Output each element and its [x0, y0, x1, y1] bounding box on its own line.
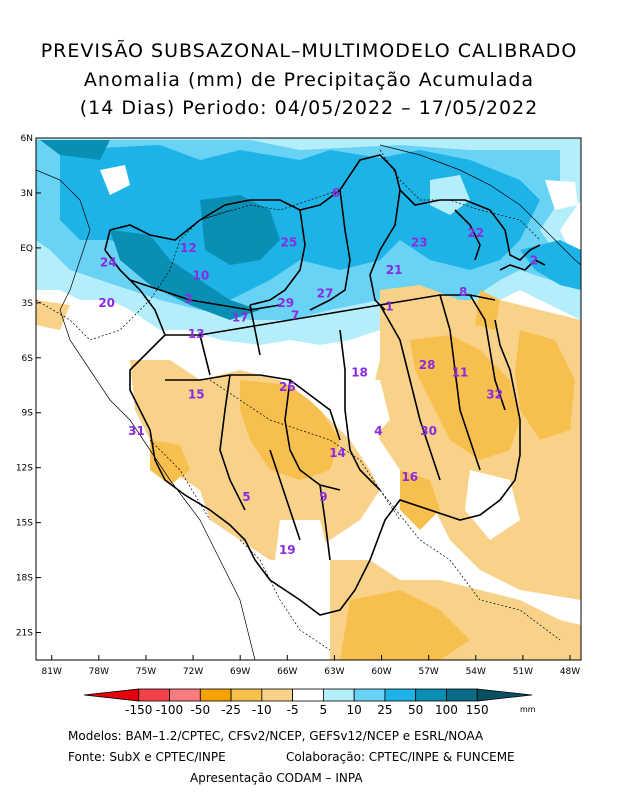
colorbar-tick-label: -10: [252, 703, 272, 717]
basin-label: 12: [180, 241, 197, 255]
basin-label: 29: [277, 296, 294, 310]
basin-label: 18: [351, 365, 368, 379]
colorbar-swatch: [83, 688, 140, 702]
colorbar-swatch: [292, 688, 324, 702]
basin-label: 17: [232, 310, 249, 324]
basin-label: 9: [319, 490, 327, 504]
basin-label: 26: [279, 380, 296, 394]
longitude-axis: 81W 78W 75W 72W 69W 66W 63W 60W 57W 54W 51W 48W: [42, 655, 580, 677]
lon-label: 60W: [371, 667, 391, 677]
lat-label: EQ: [20, 244, 33, 254]
basin-label: 13: [188, 327, 205, 341]
latitude-axis: 6N 3N EQ 3S 6S 9S 12S 15S 18S 21S: [16, 134, 41, 639]
map-title-line-2: Anomalia (mm) de Precipitação Acumulada: [83, 69, 535, 91]
lat-label: 18S: [16, 574, 33, 584]
basin-label: 22: [467, 226, 484, 240]
basin-label: 15: [188, 387, 205, 401]
basin-label: 6: [332, 186, 340, 200]
colorbar-tick-label: -50: [190, 703, 211, 717]
basin-label: 25: [281, 235, 298, 249]
colorbar-tick-label: 25: [377, 703, 393, 717]
lon-label: 69W: [230, 667, 250, 677]
colorbar-tick-label: -25: [221, 703, 241, 717]
basin-label: 11: [452, 365, 469, 379]
basin-labels: 1234567891011121314151617181920212223242…: [98, 186, 538, 557]
colorbar-swatch: [169, 688, 201, 702]
lon-label: 81W: [42, 667, 62, 677]
colorbar-swatch: [446, 688, 478, 702]
colorbar-tick-label: 50: [408, 703, 424, 717]
basin-boundaries: [104, 154, 546, 616]
lon-label: 48W: [560, 667, 580, 677]
lat-label: 21S: [16, 629, 33, 639]
basin-label: 4: [374, 424, 382, 438]
coastline: [36, 144, 581, 660]
credit-source: Fonte: SubX e CPTEC/INPE: [68, 750, 226, 764]
colorbar-swatch: [322, 688, 355, 702]
colorbar-swatch: [261, 688, 294, 702]
credit-collaboration: Colaboração: CPTEC/INPE & FUNCEME: [286, 750, 515, 764]
basin-label: 30: [420, 424, 437, 438]
basin-label: 28: [419, 358, 436, 372]
colorbar-swatch: [353, 688, 386, 702]
basin-label: 27: [317, 287, 334, 301]
colorbar-tick-label: 150: [465, 703, 489, 717]
basin-label: 20: [98, 296, 115, 310]
basin-label: 21: [386, 263, 403, 277]
lat-label: 3S: [22, 299, 34, 309]
lon-label: 57W: [418, 667, 438, 677]
lon-label: 66W: [277, 667, 297, 677]
credit-models: Modelos: BAM–1.2/CPTEC, CFSv2/NCEP, GEFS…: [68, 729, 484, 743]
lat-label: 12S: [16, 464, 33, 474]
lon-label: 75W: [136, 667, 156, 677]
basin-label: 3: [184, 292, 192, 306]
colorbar-swatch: [384, 688, 417, 702]
lon-label: 51W: [513, 667, 533, 677]
basin-label: 2: [530, 254, 538, 268]
basin-label: 5: [242, 490, 250, 504]
colorbar-swatch: [199, 688, 232, 702]
basin-label: 24: [100, 256, 117, 270]
basin-label: 16: [401, 470, 418, 484]
credit-presentation: Apresentação CODAM – INPA: [190, 771, 363, 785]
lon-label: 54W: [466, 667, 486, 677]
lon-label: 63W: [324, 667, 344, 677]
colorbar-tick-label: 100: [435, 703, 458, 717]
lat-label: 6N: [21, 134, 33, 144]
basin-label: 1: [385, 300, 393, 314]
colorbar-swatch: [138, 688, 170, 702]
basin-label: 23: [411, 235, 428, 249]
lat-label: 6S: [22, 354, 34, 364]
colorbar-swatch: [476, 688, 533, 702]
colorbar-swatch: [230, 688, 263, 702]
colorbar-unit: mm: [520, 705, 536, 714]
colorbar-tick-label: -5: [286, 703, 299, 717]
basin-label: 10: [193, 268, 210, 282]
colorbar-tick-label: -150: [125, 703, 153, 717]
basin-label: 7: [291, 309, 299, 323]
map-title-line-1: PREVISÃO SUBSAZONAL–MULTIMODELO CALIBRAD…: [40, 40, 578, 62]
basin-label: 31: [128, 424, 145, 438]
map-frame: [35, 137, 582, 661]
lon-label: 78W: [89, 667, 109, 677]
basin-label: 19: [279, 543, 296, 557]
colorbar-tick-label: 10: [346, 703, 362, 717]
basin-label: 32: [486, 387, 503, 401]
lon-label: 72W: [183, 667, 203, 677]
lat-label: 15S: [16, 519, 33, 529]
colorbar-swatch: [415, 688, 447, 702]
lat-label: 9S: [22, 409, 34, 419]
colorbar-tick-label: -100: [155, 703, 184, 717]
lat-label: 3N: [21, 189, 33, 199]
basin-label: 14: [329, 446, 346, 460]
map-title-line-3: (14 Dias) Periodo: 04/05/2022 – 17/05/20…: [79, 97, 539, 119]
colorbar-tick-label: 5: [319, 703, 328, 717]
basin-label: 8: [459, 285, 467, 299]
